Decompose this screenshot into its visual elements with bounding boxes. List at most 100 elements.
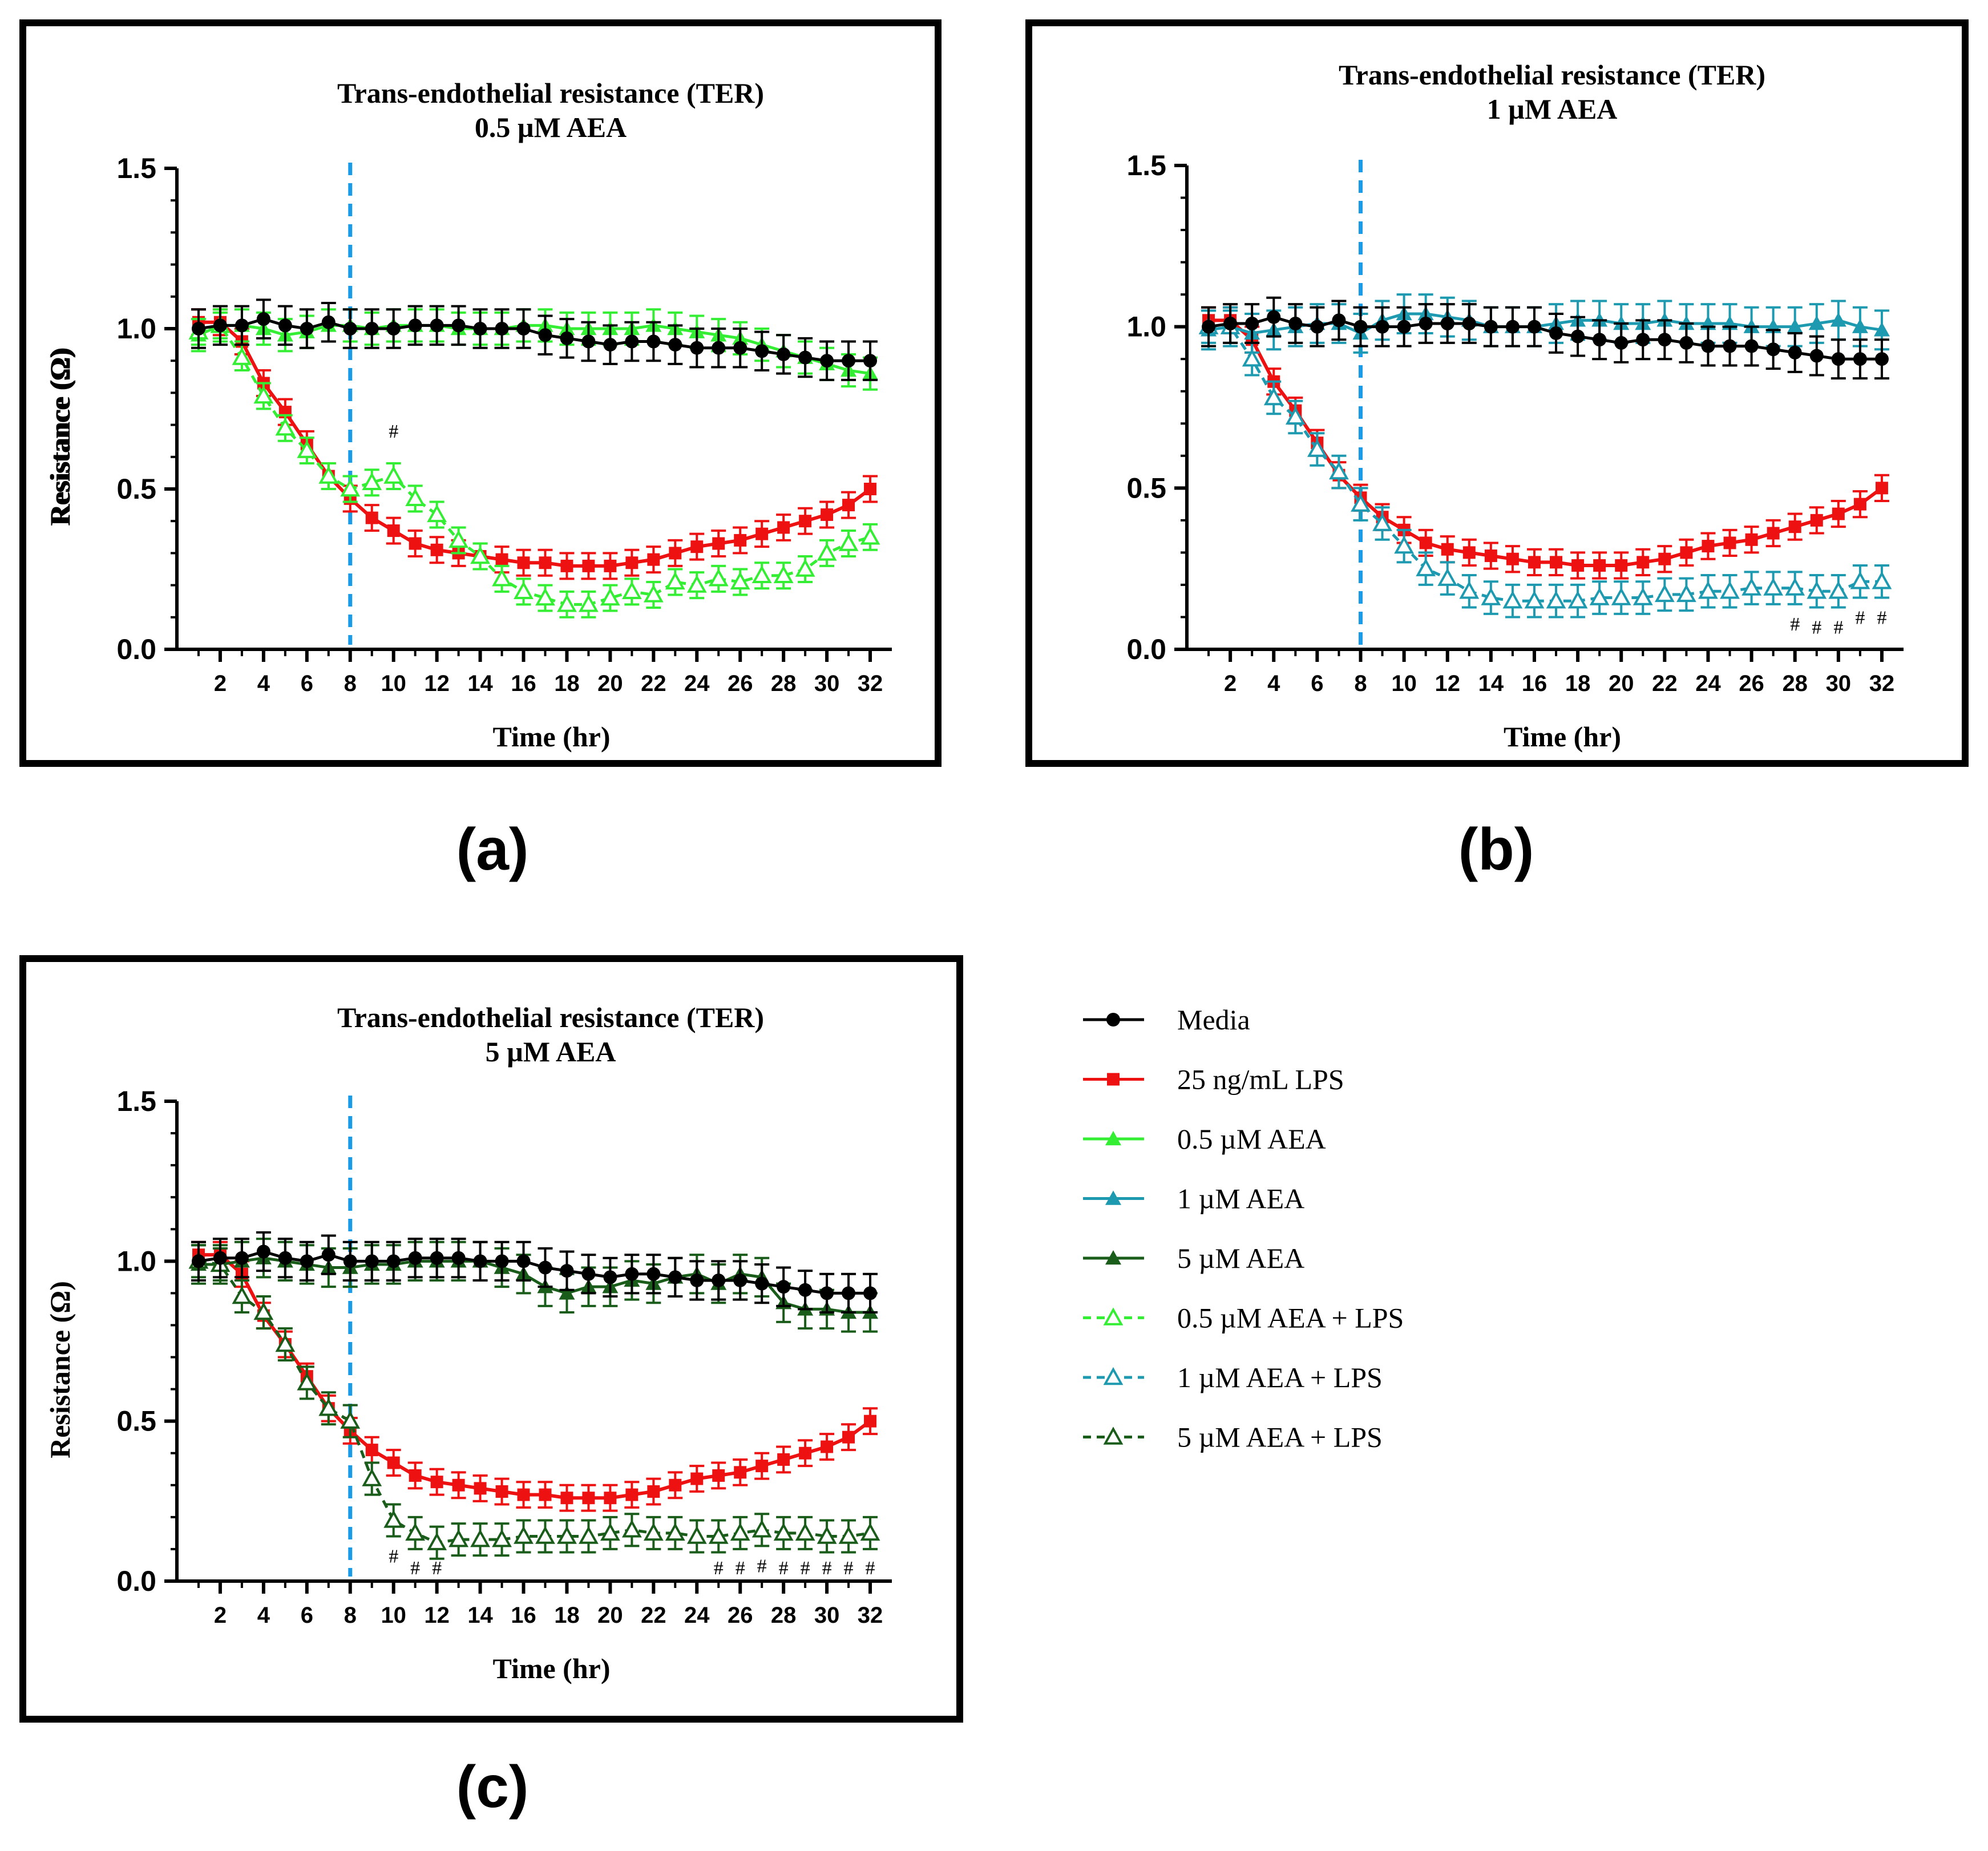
data-point <box>1807 581 1827 599</box>
data-point <box>603 338 617 352</box>
data-point <box>799 515 812 528</box>
x-tick-label: 2 <box>214 1603 227 1628</box>
data-point <box>773 565 794 583</box>
data-point <box>1242 349 1262 367</box>
data-point <box>232 1286 252 1304</box>
data-point <box>1394 535 1415 554</box>
y-axis-title: Resistance (Ω) <box>44 349 76 526</box>
data-point <box>559 1285 575 1300</box>
legend-marker <box>1105 1190 1121 1205</box>
x-tick-label: 12 <box>424 1603 450 1628</box>
x-tick-label: 30 <box>814 1603 840 1628</box>
data-point <box>712 537 725 550</box>
data-point <box>1744 339 1759 353</box>
data-point <box>1832 507 1845 520</box>
data-point <box>643 1522 664 1541</box>
series-aea_lps <box>188 1244 880 1560</box>
data-point <box>668 1270 682 1284</box>
data-point <box>473 322 487 336</box>
data-point <box>1787 318 1803 333</box>
data-point <box>1571 559 1585 572</box>
data-point <box>253 385 274 404</box>
data-point <box>492 1529 512 1547</box>
x-tick-label: 22 <box>641 671 666 696</box>
legend-item: 1 µM AEA <box>1083 1183 1304 1215</box>
data-point <box>191 1254 205 1268</box>
data-point <box>408 1251 422 1265</box>
data-point <box>1658 552 1671 565</box>
data-point <box>625 556 639 569</box>
y-tick-label: 0.5 <box>116 473 156 505</box>
legend-item: 1 µM AEA + LPS <box>1083 1361 1383 1393</box>
data-point <box>1614 336 1629 350</box>
legend-item: 0.5 µM AEA <box>1083 1123 1326 1155</box>
data-point <box>1351 494 1371 512</box>
data-point <box>297 440 317 458</box>
legend: Media 25 ng/mL LPS 0.5 µM AEA 1 µM AEA 5 µM … <box>1083 1004 1404 1453</box>
x-tick-label: 18 <box>554 1603 580 1628</box>
data-point <box>516 322 531 336</box>
legend-marker <box>1105 1250 1121 1265</box>
x-tick-label: 28 <box>1782 671 1808 696</box>
data-point <box>712 1469 725 1482</box>
significance-marker: # <box>432 1558 442 1579</box>
data-point <box>821 1440 834 1453</box>
x-tick-label: 16 <box>1522 671 1547 696</box>
data-point <box>751 1519 772 1538</box>
x-tick-label: 14 <box>467 1603 493 1628</box>
data-point <box>1809 349 1824 363</box>
series-aea_lps <box>188 311 880 619</box>
chart-subtitle: 1 µM AEA <box>1487 93 1618 125</box>
series-line <box>198 1253 871 1500</box>
legend-label: 1 µM AEA <box>1177 1183 1304 1215</box>
data-point <box>817 1526 837 1544</box>
data-point <box>1872 571 1892 589</box>
data-point <box>1524 591 1545 609</box>
x-tick-label: 8 <box>344 1603 357 1628</box>
y-tick-label: 1.0 <box>116 313 156 345</box>
data-point <box>1767 527 1780 540</box>
data-point <box>1853 352 1867 366</box>
x-tick-label: 8 <box>1354 671 1367 696</box>
y-tick-label: 0.5 <box>116 1405 156 1437</box>
data-point <box>386 322 401 336</box>
x-tick-label: 12 <box>1435 671 1460 696</box>
data-point <box>579 594 599 612</box>
data-point <box>451 1251 466 1265</box>
data-point <box>730 1522 750 1541</box>
data-point <box>560 559 573 572</box>
series-line <box>1209 325 1882 603</box>
data-point <box>1766 342 1780 357</box>
panel-frame <box>19 19 942 767</box>
data-point <box>863 1286 878 1300</box>
data-point <box>1481 587 1501 605</box>
data-point <box>557 594 577 612</box>
data-point <box>690 540 704 553</box>
data-point <box>798 1283 813 1297</box>
data-point <box>1502 591 1523 609</box>
data-point <box>514 581 534 600</box>
panel-label-b: (b) <box>1458 817 1534 883</box>
chart-title: Trans-endothelial resistance (TER) <box>337 1001 764 1033</box>
data-point <box>365 1444 378 1457</box>
significance-marker: # <box>801 1558 810 1579</box>
data-point <box>1505 320 1520 334</box>
data-point <box>1484 549 1497 563</box>
data-point <box>430 318 444 333</box>
data-point <box>1741 577 1761 596</box>
significance-marker: # <box>1877 608 1886 629</box>
data-point <box>448 530 469 548</box>
chart-title: Trans-endothelial resistance (TER) <box>1339 59 1765 91</box>
data-point <box>842 1430 855 1444</box>
data-point <box>1654 584 1675 603</box>
legend-label: 0.5 µM AEA <box>1177 1123 1326 1155</box>
data-point <box>235 1251 249 1265</box>
data-point <box>232 347 252 365</box>
data-point <box>1637 556 1650 569</box>
significance-marker: # <box>1855 608 1865 629</box>
chart-subtitle: 5 µM AEA <box>486 1036 616 1068</box>
data-point <box>514 1526 534 1544</box>
significance-marker: # <box>1790 614 1800 635</box>
data-point <box>318 466 339 484</box>
